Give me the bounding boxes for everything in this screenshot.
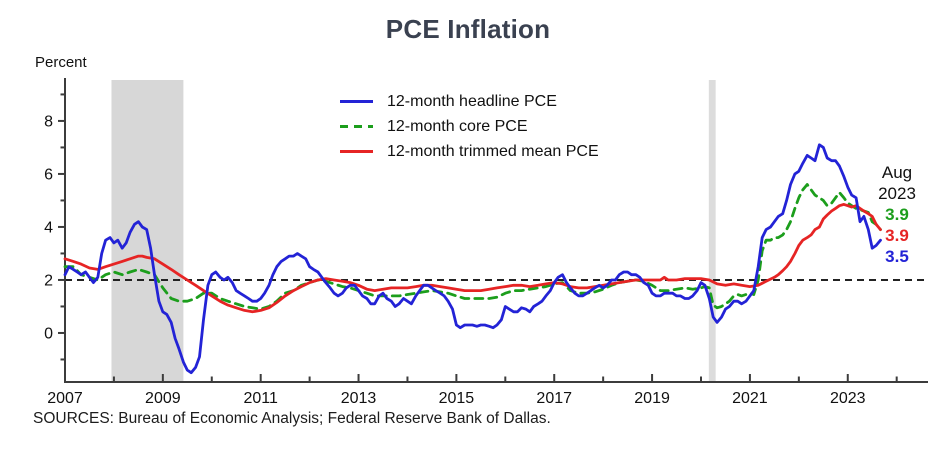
x-tick-label: 2007 xyxy=(47,390,83,407)
y-tick-label: 6 xyxy=(44,166,53,183)
series-line-trimmed-mean xyxy=(63,202,882,314)
x-axis-ticks: 2007 2009 2011 2013 2015 2017 2019 2021 2023 xyxy=(47,374,898,407)
chart-title: PCE Inflation xyxy=(385,14,551,44)
recession-band xyxy=(708,80,716,381)
y-tick-label: 2 xyxy=(44,272,53,289)
x-tick-label: 2021 xyxy=(732,390,768,407)
legend-item-trimmed-mean-pce: 12-month trimmed mean PCE xyxy=(340,139,599,164)
annotation-value-headline: 3.5 xyxy=(885,247,909,266)
x-tick-label: 2019 xyxy=(634,390,670,407)
legend-line-swatch-headline xyxy=(340,100,373,103)
legend-item-core-pce: 12-month core PCE xyxy=(340,114,599,139)
x-tick-label: 2015 xyxy=(439,390,475,407)
annotation-value-core: 3.9 xyxy=(885,205,909,224)
annotation-value-trimmed-mean: 3.9 xyxy=(885,226,909,245)
y-axis-ticks: 0 2 4 6 8 xyxy=(44,93,65,361)
latest-value-annotation: Aug 2023 3.9 3.9 3.5 xyxy=(860,162,934,267)
x-tick-label: 2009 xyxy=(145,390,181,407)
legend-line-swatch-core xyxy=(340,125,373,128)
legend-item-headline-pce: 12-month headline PCE xyxy=(340,89,599,114)
legend-label-trimmed-mean: 12-month trimmed mean PCE xyxy=(387,142,599,160)
legend-label-core: 12-month core PCE xyxy=(387,117,528,135)
legend-label-headline: 12-month headline PCE xyxy=(387,92,557,110)
x-tick-label: 2023 xyxy=(830,390,866,407)
y-tick-label: 0 xyxy=(44,325,53,342)
legend-line-swatch-trimmed-mean xyxy=(340,150,373,153)
series-line-headline xyxy=(63,143,882,375)
annotation-month: Aug xyxy=(881,163,913,182)
chart-legend: 12-month headline PCE 12-month core PCE … xyxy=(340,89,599,164)
source-note: SOURCES: Bureau of Economic Analysis; Fe… xyxy=(33,410,551,427)
y-axis-unit-label: Percent xyxy=(35,54,87,71)
y-tick-label: 4 xyxy=(44,219,53,236)
x-tick-label: 2013 xyxy=(341,390,377,407)
y-tick-label: 8 xyxy=(44,113,53,130)
annotation-year: 2023 xyxy=(878,184,916,203)
x-tick-label: 2017 xyxy=(536,390,572,407)
x-tick-label: 2011 xyxy=(243,390,278,407)
